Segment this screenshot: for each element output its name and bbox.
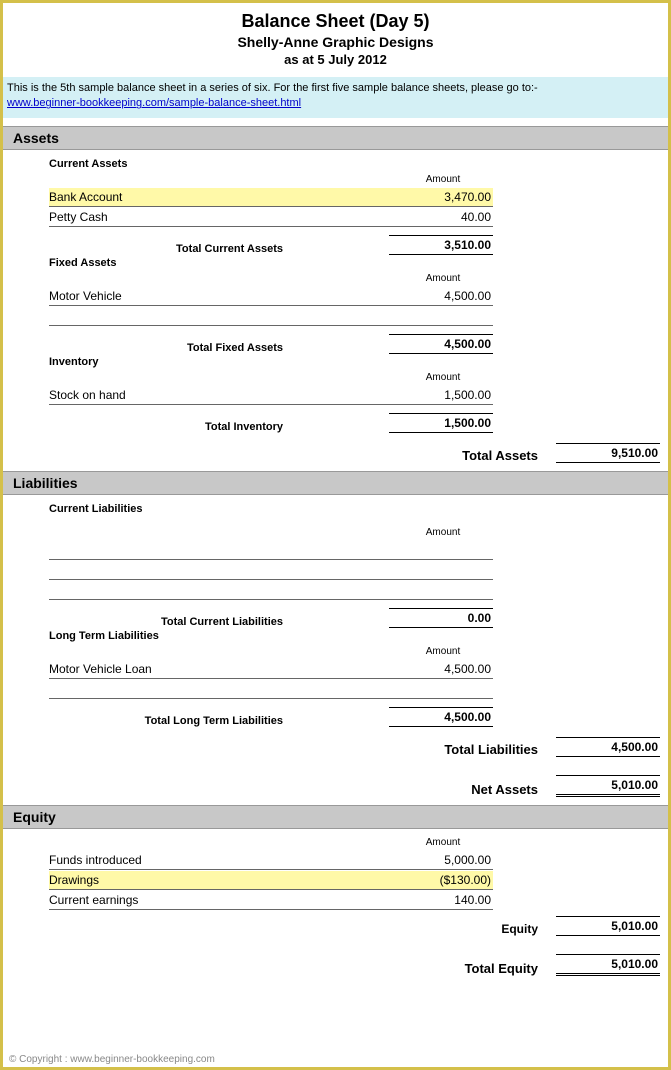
amount-header: Amount [393,172,493,187]
amount-header: Amount [393,525,493,540]
subtotal-row: Total Fixed Assets 4,500.00 [11,326,660,354]
net-value: 5,010.00 [556,775,660,797]
total-value: 4,500.00 [556,737,660,757]
subtotal-row: Total Current Assets 3,510.00 [11,227,660,255]
line-item: Bank Account 3,470.00 [11,187,660,207]
doc-title: Balance Sheet (Day 5) [3,11,668,32]
subtotal-label: Total Inventory [49,421,289,433]
longterm-liab-title: Long Term Liabilities [11,628,660,644]
item-label: Funds introduced [49,851,389,870]
item-label: Stock on hand [49,386,389,405]
copyright: © Copyright : www.beginner-bookkeeping.c… [9,1054,215,1065]
subtotal-value: 3,510.00 [389,235,493,255]
assets-header: Assets [3,126,668,150]
total-liabilities-row: Total Liabilities 4,500.00 [3,727,668,765]
company-name: Shelly-Anne Graphic Designs [3,34,668,50]
item-label: Bank Account [49,188,389,207]
subtotal-value: 1,500.00 [389,413,493,433]
line-item: Funds introduced 5,000.00 [11,850,660,870]
inventory-title: Inventory [11,354,660,370]
line-item: Current earnings 140.00 [11,890,660,910]
line-item: Motor Vehicle 4,500.00 [11,286,660,306]
line-item: Stock on hand 1,500.00 [11,385,660,405]
total-label: Total Liabilities [444,742,556,757]
current-assets-title: Current Assets [11,156,660,172]
equity-subtotal-row: Equity 5,010.00 [3,910,668,944]
subtotal-label: Total Current Assets [49,243,289,255]
item-label: Motor Vehicle Loan [49,660,389,679]
item-label: Drawings [49,871,389,890]
item-value: 5,000.00 [389,851,493,870]
assets-content: Current Assets Amount Bank Account 3,470… [3,150,668,433]
as-at-date: as at 5 July 2012 [3,52,668,67]
item-value [389,307,493,326]
header: Balance Sheet (Day 5) Shelly-Anne Graphi… [3,3,668,77]
note-text: This is the 5th sample balance sheet in … [7,82,538,94]
subtotal-row: Total Inventory 1,500.00 [11,405,660,433]
subtotal-label: Total Long Term Liabilities [49,715,289,727]
liabilities-header: Liabilities [3,471,668,495]
total-equity-label: Total Equity [465,961,556,976]
total-label: Total Assets [462,448,556,463]
liabilities-content: Current Liabilities Amount Total Current… [3,495,668,727]
subtotal-value: 4,500.00 [389,707,493,727]
equity-sub-label: Equity [501,922,556,936]
equity-content: Amount Funds introduced 5,000.00 Drawing… [3,829,668,910]
subtotal-row: Total Current Liabilities 0.00 [11,600,660,628]
note-link[interactable]: www.beginner-bookkeeping.com/sample-bala… [7,97,301,109]
line-item: Drawings ($130.00) [11,870,660,890]
item-value: 140.00 [389,891,493,910]
item-value: 4,500.00 [389,287,493,306]
line-item [11,306,660,326]
note-box: This is the 5th sample balance sheet in … [3,77,668,118]
line-item [11,580,660,600]
fixed-assets-title: Fixed Assets [11,255,660,271]
line-item [11,540,660,560]
item-label [49,307,389,326]
total-assets-row: Total Assets 9,510.00 [3,433,668,471]
net-assets-row: Net Assets 5,010.00 [3,765,668,805]
item-value: ($130.00) [389,871,493,890]
item-label: Petty Cash [49,208,389,227]
line-item [11,560,660,580]
current-liab-title: Current Liabilities [11,501,660,517]
item-value: 40.00 [389,208,493,227]
balance-sheet-page: Balance Sheet (Day 5) Shelly-Anne Graphi… [0,0,671,1070]
total-value: 9,510.00 [556,443,660,463]
subtotal-value: 0.00 [389,608,493,628]
item-label: Motor Vehicle [49,287,389,306]
amount-header: Amount [393,835,493,850]
line-item: Petty Cash 40.00 [11,207,660,227]
subtotal-value: 4,500.00 [389,334,493,354]
equity-sub-value: 5,010.00 [556,916,660,936]
subtotal-label: Total Current Liabilities [49,616,289,628]
item-value: 3,470.00 [389,188,493,207]
total-equity-row: Total Equity 5,010.00 [3,944,668,984]
item-label: Current earnings [49,891,389,910]
total-equity-value: 5,010.00 [556,954,660,976]
amount-header: Amount [393,271,493,286]
equity-header: Equity [3,805,668,829]
item-value: 4,500.00 [389,660,493,679]
amount-header: Amount [393,370,493,385]
net-label: Net Assets [471,782,556,797]
amount-header: Amount [393,644,493,659]
line-item: Motor Vehicle Loan 4,500.00 [11,659,660,679]
subtotal-row: Total Long Term Liabilities 4,500.00 [11,699,660,727]
line-item [11,679,660,699]
subtotal-label: Total Fixed Assets [49,342,289,354]
item-value: 1,500.00 [389,386,493,405]
